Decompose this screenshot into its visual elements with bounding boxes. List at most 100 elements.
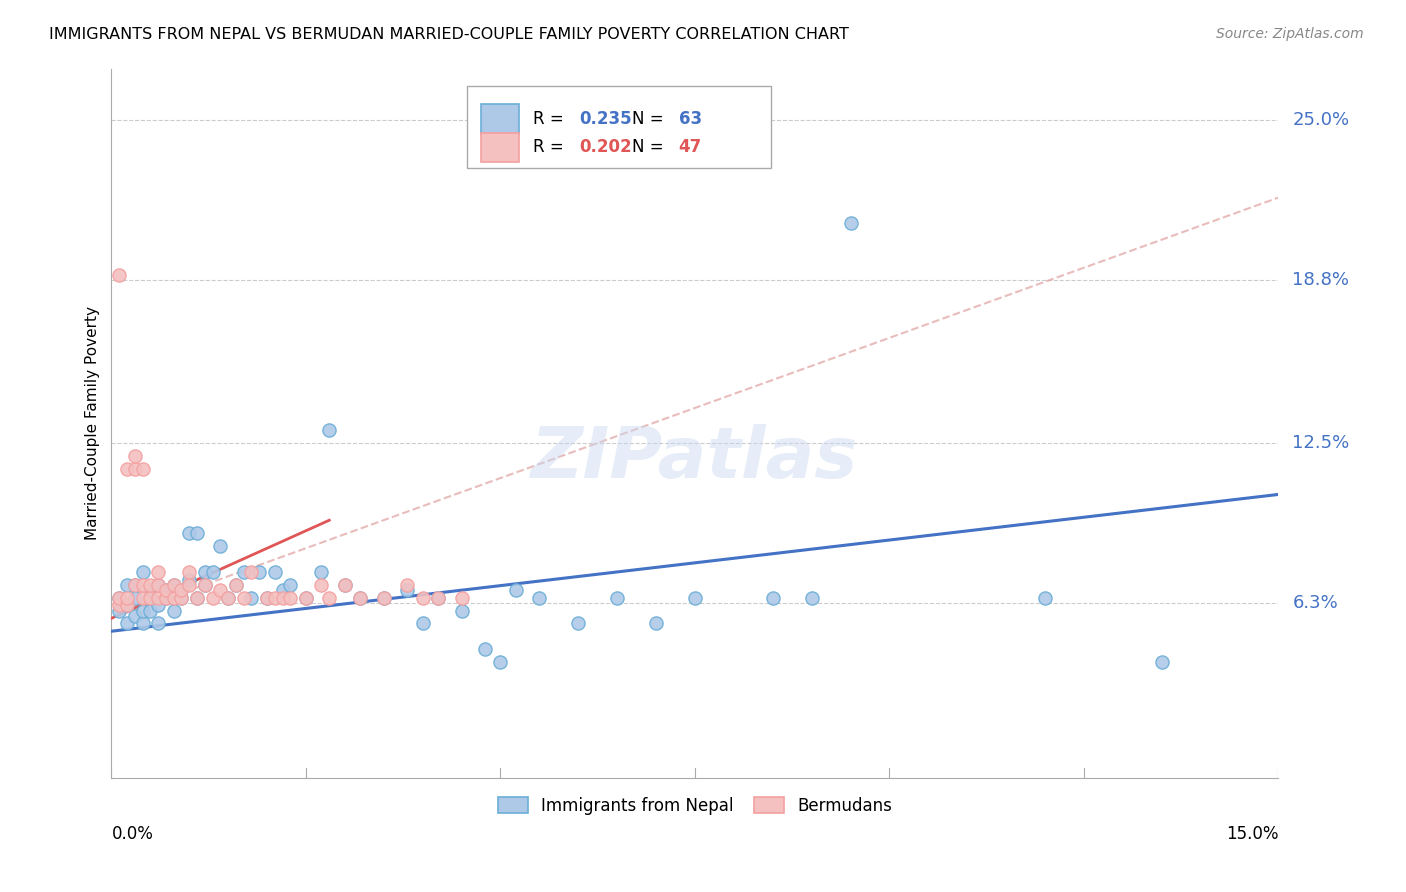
Point <box>108 591 131 605</box>
Point <box>311 578 333 592</box>
Point <box>146 599 169 613</box>
Point <box>115 616 138 631</box>
Text: 12.5%: 12.5% <box>1292 434 1350 452</box>
Point <box>800 591 823 605</box>
Point <box>839 216 862 230</box>
Point <box>155 582 177 597</box>
Point <box>131 565 153 579</box>
Point <box>146 591 169 605</box>
Point <box>349 591 371 605</box>
Point <box>146 616 169 631</box>
Point <box>146 578 169 592</box>
FancyBboxPatch shape <box>467 87 770 168</box>
Point <box>163 578 186 592</box>
Point <box>146 565 169 579</box>
Point <box>232 591 254 605</box>
Point <box>155 591 177 605</box>
Point <box>256 591 278 605</box>
Point <box>606 591 628 605</box>
Legend: Immigrants from Nepal, Bermudans: Immigrants from Nepal, Bermudans <box>489 789 900 823</box>
Point <box>412 591 434 605</box>
Point <box>529 591 551 605</box>
Point <box>271 591 294 605</box>
Text: 63: 63 <box>679 110 702 128</box>
Point <box>146 578 169 592</box>
Point <box>450 604 472 618</box>
Point <box>139 591 162 605</box>
Point <box>247 565 270 579</box>
Point <box>108 268 131 282</box>
Point <box>108 591 131 605</box>
Point <box>217 591 239 605</box>
Point <box>194 578 217 592</box>
Point <box>280 591 302 605</box>
Y-axis label: Married-Couple Family Poverty: Married-Couple Family Poverty <box>86 307 100 541</box>
Text: 0.235: 0.235 <box>579 110 633 128</box>
Point <box>163 604 186 618</box>
Point <box>179 565 201 579</box>
Point <box>131 616 153 631</box>
Point <box>450 591 472 605</box>
Text: Source: ZipAtlas.com: Source: ZipAtlas.com <box>1216 27 1364 41</box>
Point <box>131 604 153 618</box>
Text: N =: N = <box>631 138 669 156</box>
Point <box>131 591 153 605</box>
Point <box>1150 655 1173 669</box>
Point <box>280 578 302 592</box>
Point <box>170 591 193 605</box>
Point <box>139 582 162 597</box>
Point <box>139 578 162 592</box>
Point <box>201 565 224 579</box>
Text: 0.0%: 0.0% <box>111 825 153 843</box>
Text: 0.202: 0.202 <box>579 138 633 156</box>
Point <box>256 591 278 605</box>
Text: 6.3%: 6.3% <box>1292 594 1339 612</box>
Point <box>170 582 193 597</box>
Point <box>186 526 208 541</box>
Point <box>373 591 395 605</box>
Point <box>396 582 419 597</box>
Point <box>683 591 706 605</box>
Point <box>489 655 512 669</box>
Point <box>396 578 419 592</box>
Point <box>179 573 201 587</box>
Point <box>139 591 162 605</box>
Point <box>186 591 208 605</box>
Point <box>124 578 146 592</box>
Point <box>240 565 263 579</box>
Point <box>373 591 395 605</box>
FancyBboxPatch shape <box>481 104 519 134</box>
Point <box>115 461 138 475</box>
Point <box>115 591 138 605</box>
Text: N =: N = <box>631 110 669 128</box>
Point <box>170 582 193 597</box>
Point <box>271 582 294 597</box>
Point <box>505 582 527 597</box>
Point <box>263 591 285 605</box>
Point <box>567 616 589 631</box>
Point <box>108 604 131 618</box>
Point <box>427 591 450 605</box>
Text: 25.0%: 25.0% <box>1292 112 1350 129</box>
Text: 18.8%: 18.8% <box>1292 271 1350 289</box>
Point <box>762 591 785 605</box>
Point <box>349 591 371 605</box>
Point <box>209 582 232 597</box>
Point <box>186 591 208 605</box>
Point <box>155 591 177 605</box>
Point <box>124 461 146 475</box>
Point <box>318 423 340 437</box>
Point <box>645 616 668 631</box>
Point <box>179 578 201 592</box>
Point <box>201 591 224 605</box>
Text: R =: R = <box>533 110 569 128</box>
Text: R =: R = <box>533 138 569 156</box>
Point <box>124 578 146 592</box>
Point <box>115 599 138 613</box>
Point <box>232 565 254 579</box>
Point <box>115 578 138 592</box>
Point <box>474 642 496 657</box>
Point <box>194 565 217 579</box>
Text: IMMIGRANTS FROM NEPAL VS BERMUDAN MARRIED-COUPLE FAMILY POVERTY CORRELATION CHAR: IMMIGRANTS FROM NEPAL VS BERMUDAN MARRIE… <box>49 27 849 42</box>
Point <box>170 591 193 605</box>
